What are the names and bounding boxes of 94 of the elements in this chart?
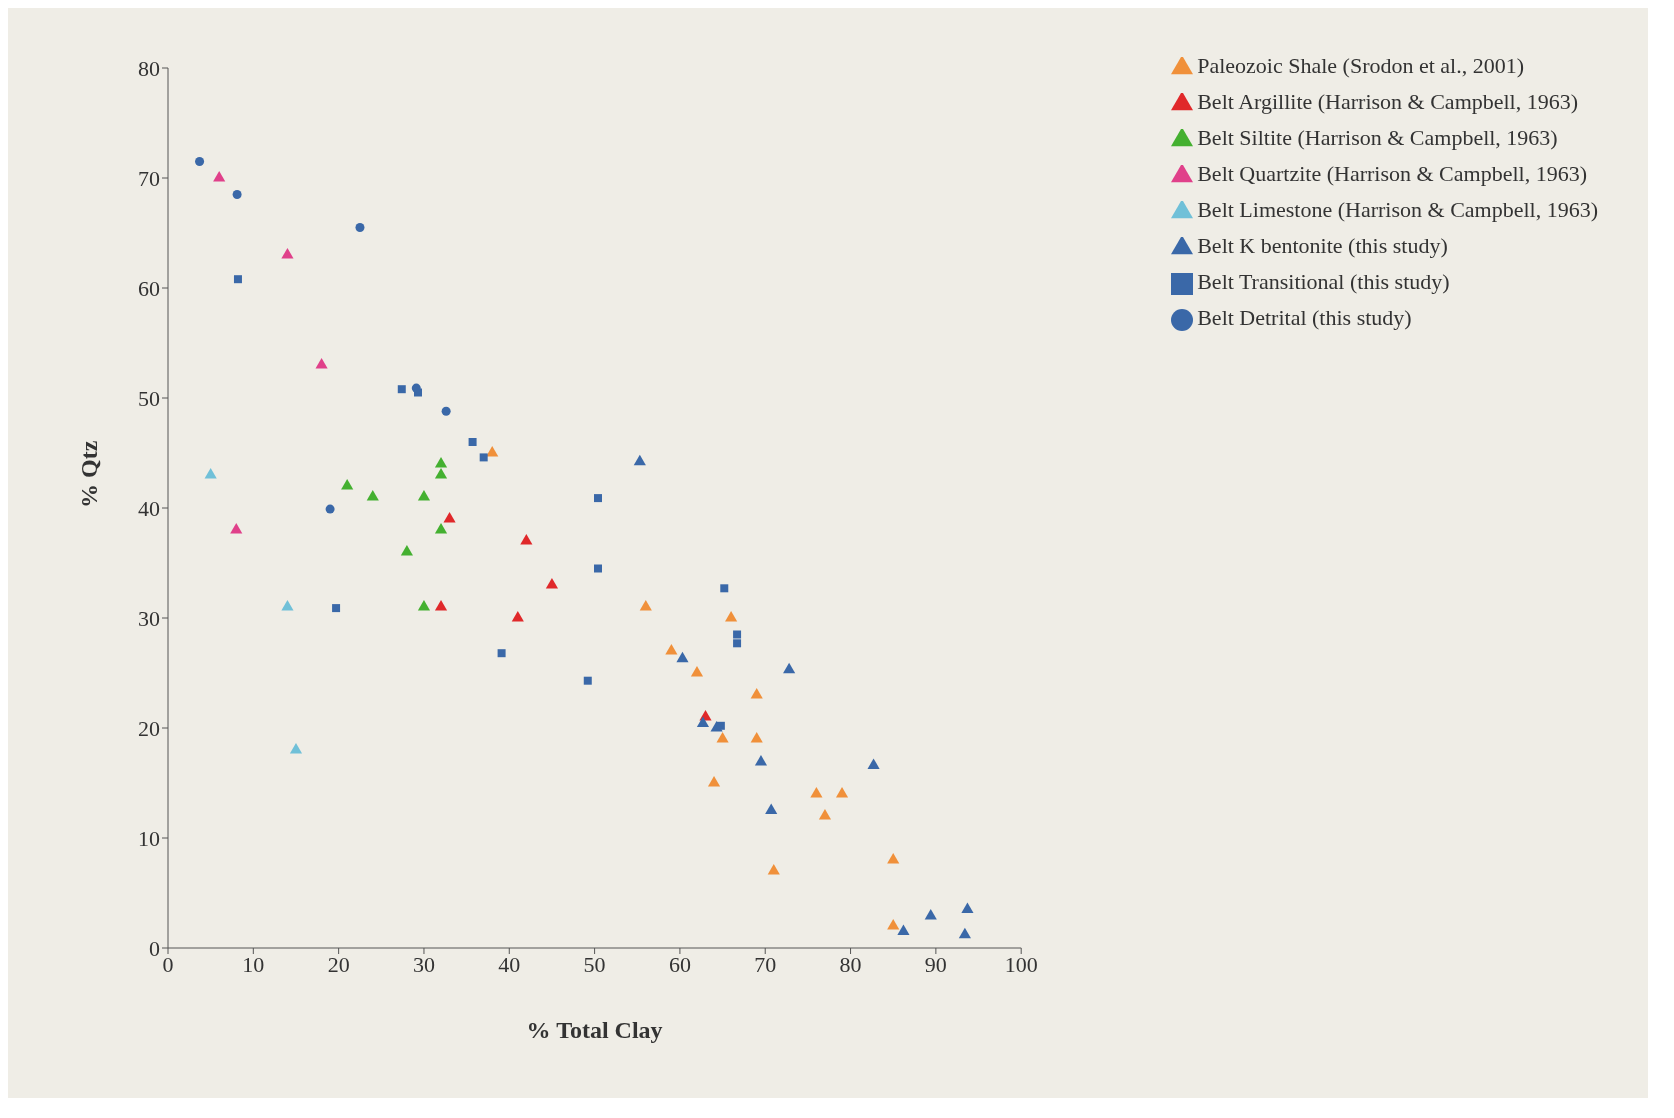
point	[924, 909, 937, 920]
point	[366, 489, 379, 501]
x-axis-title: % Total Clay	[526, 1017, 663, 1043]
x-tick-label: 70	[754, 951, 777, 977]
x-tick-label: 50	[583, 951, 606, 977]
point	[897, 924, 910, 936]
point	[767, 863, 780, 875]
point	[835, 786, 849, 798]
point	[417, 599, 431, 611]
point	[434, 522, 448, 534]
y-axis-title: % Qtz	[75, 440, 102, 508]
point	[583, 676, 592, 685]
point	[810, 786, 823, 798]
point	[545, 577, 559, 589]
point	[716, 721, 725, 730]
point	[639, 599, 652, 611]
x-tick-label: 40	[498, 951, 521, 977]
point	[783, 662, 796, 674]
point	[867, 758, 880, 769]
point	[434, 456, 448, 468]
point	[468, 438, 477, 446]
point	[696, 716, 710, 728]
point	[213, 170, 226, 182]
legend-label: Paleozoic Shale (Srodon et al., 2001)	[1197, 53, 1525, 78]
point	[676, 651, 689, 663]
point	[733, 630, 742, 639]
legend-label: Belt Siltite (Harrison & Campbell, 1963)	[1197, 125, 1558, 150]
point	[441, 406, 451, 416]
x-tick-label: 90	[924, 951, 947, 977]
point	[204, 467, 217, 479]
point	[733, 639, 742, 648]
y-tick-label: 0	[149, 935, 160, 961]
point	[400, 544, 413, 556]
point	[665, 643, 678, 655]
point	[289, 742, 303, 754]
point	[750, 731, 763, 743]
point	[754, 755, 768, 766]
point	[765, 803, 778, 815]
point	[281, 247, 294, 259]
legend-label: Belt Quartzite (Harrison & Campbell, 1963)	[1197, 161, 1587, 186]
point	[341, 478, 354, 490]
legend-label: Belt K bentonite (this study)	[1197, 233, 1448, 258]
point	[961, 902, 974, 914]
y-tick-label: 80	[138, 55, 160, 81]
x-tick-label: 10	[242, 951, 265, 977]
x-tick-label: 30	[412, 951, 435, 977]
y-tick-label: 30	[138, 605, 160, 631]
point	[411, 383, 421, 393]
point	[690, 665, 704, 677]
point	[479, 453, 488, 462]
point	[887, 852, 900, 864]
y-tick-label: 40	[138, 495, 160, 521]
point	[230, 522, 243, 534]
point	[707, 775, 721, 787]
y-tick-label: 50	[138, 385, 160, 411]
y-tick-label: 10	[138, 825, 160, 851]
point	[232, 189, 242, 200]
x-tick-label: 60	[668, 951, 691, 977]
x-tick-label: 20	[327, 951, 350, 977]
point	[818, 808, 832, 820]
point	[332, 604, 341, 613]
point	[281, 599, 294, 611]
point	[887, 918, 900, 930]
legend-label: Belt Detrital (this study)	[1197, 305, 1412, 330]
point	[434, 467, 448, 479]
point	[497, 649, 506, 658]
point	[315, 357, 328, 369]
legend-label: Belt Argillite (Harrison & Campbell, 1963)	[1197, 89, 1579, 114]
point	[417, 489, 431, 501]
point	[355, 222, 365, 233]
point	[195, 156, 205, 167]
y-tick-label: 60	[138, 275, 160, 301]
point	[434, 599, 448, 611]
point	[633, 454, 646, 466]
x-tick-label: 100	[1004, 951, 1038, 977]
point	[594, 564, 603, 573]
legend-label: Belt Transitional (this study)	[1197, 269, 1450, 294]
point	[520, 533, 533, 545]
point	[511, 610, 524, 622]
point	[716, 731, 729, 743]
point	[750, 687, 763, 699]
point	[397, 385, 406, 394]
point	[958, 927, 971, 939]
point	[233, 275, 242, 284]
point	[443, 511, 456, 523]
y-tick-label: 20	[138, 715, 160, 741]
point	[725, 610, 738, 622]
point	[486, 445, 499, 457]
point	[594, 494, 603, 503]
point	[325, 504, 335, 514]
point	[720, 584, 729, 593]
x-tick-label: 80	[839, 951, 862, 977]
legend-label: Belt Limestone (Harrison & Campbell, 1963)	[1197, 197, 1598, 222]
y-tick-label: 70	[138, 165, 160, 191]
